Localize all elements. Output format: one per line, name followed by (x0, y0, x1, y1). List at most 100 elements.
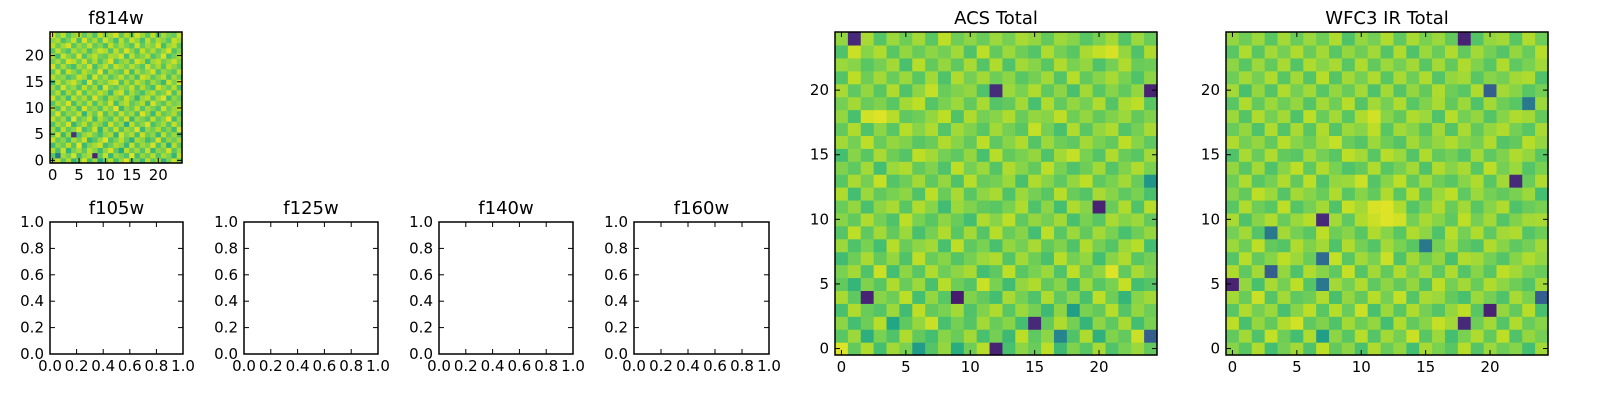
heatmap-cell (860, 70, 875, 85)
heatmap-cell (155, 147, 162, 154)
heatmap-cell (97, 84, 104, 91)
heatmap-cell (97, 126, 104, 133)
heatmap-cell (108, 100, 114, 106)
heatmap-cell (912, 44, 926, 59)
heatmap-cell (166, 142, 173, 148)
heatmap-cell (118, 121, 125, 127)
heatmap-cell (1483, 83, 1498, 98)
y-tick-label: 0 (819, 340, 829, 358)
heatmap-cell (1457, 212, 1472, 227)
heatmap-cell (1393, 238, 1407, 253)
heatmap-cell (925, 303, 939, 317)
heatmap-cell (160, 79, 167, 85)
heatmap-cell (1470, 32, 1485, 46)
heatmap-cell (886, 316, 900, 330)
heatmap-cell (835, 316, 849, 330)
heatmap-cell (1535, 57, 1549, 72)
heatmap-cell (60, 42, 67, 49)
heatmap-cell (1015, 83, 1029, 98)
heatmap-cell (97, 157, 104, 164)
x-tick-label: 20 (149, 166, 168, 184)
heatmap-cell (1053, 277, 1068, 291)
heatmap-cell (97, 79, 104, 85)
heatmap-cell (134, 126, 141, 133)
heatmap-cell (886, 70, 900, 85)
heatmap-cell (60, 110, 67, 117)
heatmap-cell (860, 109, 875, 124)
heatmap-cell (150, 100, 157, 106)
heatmap-cell (989, 135, 1004, 149)
heatmap-cell (86, 58, 93, 65)
heatmap-cell (1535, 109, 1549, 124)
heatmap-cell (873, 303, 888, 317)
panel-title: f125w (283, 198, 338, 219)
heatmap-cell (1444, 342, 1459, 356)
heatmap-cell (65, 100, 72, 106)
heatmap-cell (1264, 290, 1279, 304)
heatmap-cell (1406, 83, 1420, 98)
heatmap-cell (97, 52, 104, 59)
heatmap-cell (1226, 109, 1240, 124)
heatmap-cell (1226, 290, 1240, 304)
axes-frame (438, 221, 574, 355)
heatmap-cell (886, 238, 900, 253)
heatmap-cell (1535, 32, 1549, 46)
heatmap-cell (1354, 251, 1369, 266)
heatmap-cell (1419, 303, 1433, 317)
heatmap-cell (113, 89, 120, 96)
heatmap-cell (1079, 135, 1094, 149)
heatmap-cell (171, 105, 178, 112)
heatmap-cell (1470, 57, 1485, 72)
heatmap-cell (50, 63, 56, 70)
heatmap-cell (1144, 44, 1158, 59)
heatmap-cell (145, 42, 151, 49)
x-tick-label: 10 (1352, 358, 1371, 376)
heatmap-cell (1028, 161, 1042, 175)
heatmap-cell (1277, 161, 1291, 175)
heatmap-cell (118, 89, 125, 96)
heatmap-cell (160, 157, 167, 164)
heatmap-cell (1393, 303, 1407, 317)
heatmap-cell (150, 94, 157, 101)
heatmap-cell (1444, 174, 1459, 188)
heatmap-cell (108, 136, 114, 143)
heatmap-cell (55, 152, 62, 159)
heatmap-cell (1118, 44, 1132, 59)
heatmap-cell (102, 100, 109, 106)
heatmap-cell (129, 152, 136, 159)
heatmap-cell (1079, 251, 1094, 266)
heatmap-cell (1028, 290, 1042, 304)
heatmap-cell (1290, 238, 1304, 253)
heatmap-cell (1290, 303, 1304, 317)
heatmap-cell (950, 174, 965, 188)
heatmap-cell (1432, 135, 1446, 149)
heatmap-cell (1470, 109, 1485, 124)
heatmap-cell (1496, 174, 1510, 188)
heatmap-cell (113, 52, 120, 59)
heatmap-cell (134, 131, 141, 138)
heatmap-cell (134, 73, 141, 80)
heatmap-cell (1457, 342, 1472, 356)
heatmap-cell (860, 161, 875, 175)
heatmap-cell (55, 131, 62, 138)
x-tick-label: 5 (74, 166, 84, 184)
heatmap-cell (899, 161, 913, 175)
heatmap-cell (1380, 109, 1395, 124)
heatmap-cell (71, 110, 77, 117)
heatmap-cell (118, 73, 125, 80)
heatmap-cell (134, 52, 141, 59)
heatmap-cell (989, 148, 1004, 162)
heatmap-cell (1432, 277, 1446, 291)
heatmap-cell (963, 187, 978, 201)
heatmap-cell (1015, 303, 1029, 317)
heatmap-cell (1329, 251, 1343, 266)
heatmap-cell (118, 63, 125, 70)
heatmap-cell (1028, 329, 1042, 343)
heatmap-cell (1329, 212, 1343, 227)
heatmap-cell (1367, 277, 1382, 291)
heatmap-cell (1496, 329, 1510, 343)
heatmap-cell (1419, 174, 1433, 188)
heatmap-cell (1144, 342, 1158, 356)
heatmap-cell (950, 148, 965, 162)
heatmap-cell (1535, 187, 1549, 201)
